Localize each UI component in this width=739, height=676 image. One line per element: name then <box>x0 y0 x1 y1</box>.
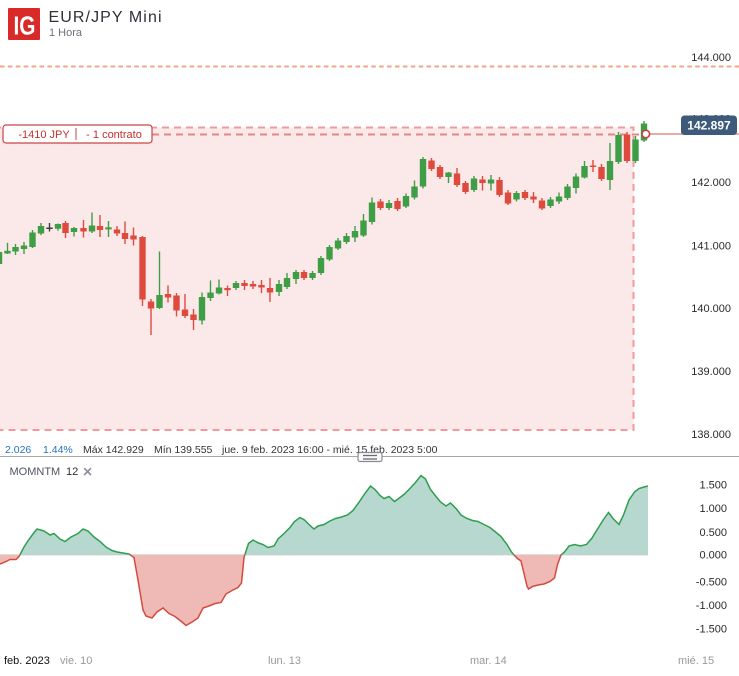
svg-text:mié. 15: mié. 15 <box>678 655 714 667</box>
svg-text:- 1 contrato: - 1 contrato <box>86 129 142 141</box>
svg-text:lun. 13: lun. 13 <box>268 655 301 667</box>
svg-text:141.000: 141.000 <box>691 241 731 253</box>
svg-text:2.026: 2.026 <box>5 444 31 456</box>
svg-text:142.897: 142.897 <box>687 119 731 133</box>
svg-text:-1.000: -1.000 <box>696 600 727 612</box>
svg-text:1.000: 1.000 <box>699 503 727 515</box>
svg-text:1.500: 1.500 <box>699 479 727 491</box>
svg-text:0.000: 0.000 <box>699 550 727 562</box>
svg-text:-1410 JPY: -1410 JPY <box>18 129 70 141</box>
svg-text:139.000: 139.000 <box>691 366 731 378</box>
svg-text:12: 12 <box>66 466 78 478</box>
svg-text:1 Hora: 1 Hora <box>49 27 83 39</box>
svg-text:feb. 2023: feb. 2023 <box>4 655 50 667</box>
svg-text:Mín 139.555: Mín 139.555 <box>154 444 213 456</box>
svg-text:Máx 142.929: Máx 142.929 <box>83 444 144 456</box>
svg-text:138.000: 138.000 <box>691 429 731 441</box>
svg-text:IG: IG <box>14 11 36 41</box>
svg-text:0.500: 0.500 <box>699 527 727 539</box>
svg-text:144.000: 144.000 <box>691 52 731 64</box>
svg-text:142.000: 142.000 <box>691 177 731 189</box>
svg-text:-0.500: -0.500 <box>696 576 727 588</box>
svg-text:-1.500: -1.500 <box>696 623 727 635</box>
svg-text:mar. 14: mar. 14 <box>470 655 507 667</box>
svg-text:1.44%: 1.44% <box>43 444 73 456</box>
svg-text:140.000: 140.000 <box>691 303 731 315</box>
svg-text:jue. 9 feb. 2023 16:00 - mié.: jue. 9 feb. 2023 16:00 - mié. 15 feb. 20… <box>221 444 438 456</box>
svg-text:EUR/JPY Mini: EUR/JPY Mini <box>49 9 162 26</box>
svg-text:MOMNTM: MOMNTM <box>10 466 61 478</box>
svg-text:vie. 10: vie. 10 <box>60 655 92 667</box>
